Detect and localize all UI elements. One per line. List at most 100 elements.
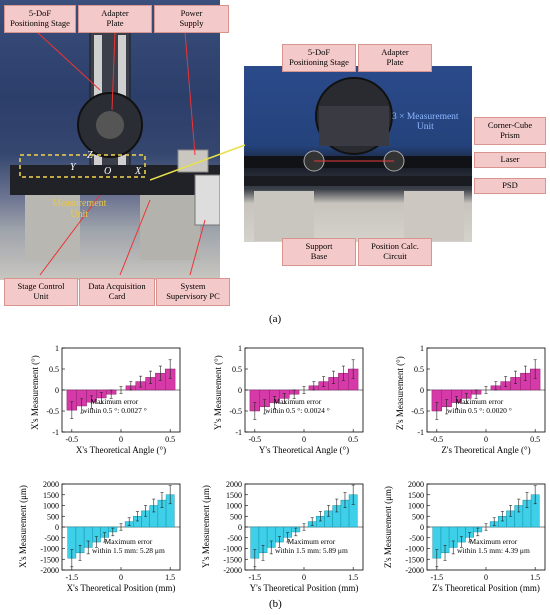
y-tick-label: 1000 xyxy=(408,502,424,511)
label-power-supply: Power Supply xyxy=(154,5,229,33)
y-tick-label: -0.5 xyxy=(411,407,424,416)
y-tick-label: -500 xyxy=(409,534,424,543)
y-tick-label: 0 xyxy=(55,386,59,395)
axis-label-x: X xyxy=(135,166,142,177)
x-tick-label: 0 xyxy=(119,573,123,582)
label-zoom-adapter-plate: Adapter Plate xyxy=(358,44,432,72)
chart-6: -2000 -1500 -1000 -500 0 500 1000 1500 2000 -1.5 0… xyxy=(405,480,546,582)
y-tick-label: -0.5 xyxy=(229,407,242,416)
x-tick-label: -1.5 xyxy=(248,573,261,582)
y-tick-label: 1 xyxy=(55,344,59,353)
x-tick-label: -0.5 xyxy=(248,435,261,444)
y-tick-label: 0 xyxy=(238,386,242,395)
y-tick-label: 2000 xyxy=(226,480,242,489)
y-tick-label: -1000 xyxy=(40,545,59,554)
y-tick-label: 0 xyxy=(420,523,424,532)
y-tick-label: 0.5 xyxy=(232,365,242,374)
axis-label-y: Y xyxy=(70,162,76,173)
x-axis-label: Z's Theoretical Position (mm) xyxy=(432,583,540,593)
y-tick-label: 1 xyxy=(238,344,242,353)
x-axis-label: X's Theoretical Position (mm) xyxy=(66,583,176,593)
x-tick-label: 0 xyxy=(484,573,488,582)
label-measurement-unit: Measurement Unit xyxy=(52,198,107,220)
y-tick-label: 0.5 xyxy=(49,365,59,374)
y-tick-label: -1000 xyxy=(223,545,242,554)
label-positioning-stage: 5-DoF Positioning Stage xyxy=(4,5,76,33)
y-axis-label: X's Measurement (°) xyxy=(30,355,40,430)
y-axis-label: Z's Measurement (μm) xyxy=(383,486,393,568)
y-tick-label: 2000 xyxy=(408,480,424,489)
y-tick-label: 0 xyxy=(55,523,59,532)
y-axis-label: Z's Measurement (°) xyxy=(395,356,405,430)
y-axis-label: Y's Measurement (°) xyxy=(213,355,223,430)
y-axis-label: X's Measurement (μm) xyxy=(18,485,28,568)
y-tick-label: 1 xyxy=(420,344,424,353)
x-axis-label: X's Theoretical Angle (°) xyxy=(75,445,167,455)
chart-4: -2000 -1500 -1000 -500 0 500 1000 1500 2000 -1.5 0… xyxy=(40,480,181,582)
label-psd: PSD xyxy=(474,178,546,194)
label-zoom-positioning-stage: 5-DoF Positioning Stage xyxy=(282,44,356,72)
max-error-annotation: Maximum error within 0.5 °: 0.0027 ° xyxy=(82,396,147,415)
chart-svg: -1 -0.5 0 0.5 1 -0.5 0 0.5 xyxy=(46,344,181,444)
y-tick-label: -1 xyxy=(235,428,242,437)
y-tick-label: -1500 xyxy=(405,555,424,564)
max-error-annotation: Maximum error within 0.5 °: 0.0024 ° xyxy=(265,396,330,415)
x-tick-label: 1.5 xyxy=(530,573,540,582)
y-tick-label: -2000 xyxy=(405,566,424,575)
y-tick-label: -2000 xyxy=(223,566,242,575)
y-tick-label: 1500 xyxy=(43,491,59,500)
x-tick-label: 0 xyxy=(302,573,306,582)
label-corner-cube-prism: Corner-Cube Prism xyxy=(474,117,546,145)
y-tick-label: 500 xyxy=(412,512,424,521)
caption-b: (b) xyxy=(269,598,282,610)
y-tick-label: -1500 xyxy=(223,555,242,564)
chart-2: -1 -0.5 0 0.5 1 -0.5 0 0.5 xyxy=(229,344,364,444)
x-tick-label: -1.5 xyxy=(65,573,78,582)
max-error-annotation: Maximum error within 1.5 mm: 5.89 μm xyxy=(275,537,348,556)
y-tick-label: -1 xyxy=(52,428,59,437)
y-axis-label: Y's Measurement (μm) xyxy=(201,485,211,568)
zoom-connector xyxy=(150,144,246,181)
chart-svg: -1 -0.5 0 0.5 1 -0.5 0 0.5 xyxy=(229,344,364,444)
x-tick-label: -0.5 xyxy=(65,435,78,444)
x-tick-label: -0.5 xyxy=(430,435,443,444)
label-system-supervisory-pc: System Supervisory PC xyxy=(156,278,230,306)
max-error-annotation: Maximum error within 1.5 mm: 4.39 μm xyxy=(457,537,530,556)
x-tick-label: 0.5 xyxy=(530,435,540,444)
y-tick-label: -1 xyxy=(417,428,424,437)
label-stage-control-unit: Stage Control Unit xyxy=(4,278,78,306)
chart-1: -1 -0.5 0 0.5 1 -0.5 0 0.5 xyxy=(46,344,181,444)
chart-3: -1 -0.5 0 0.5 1 -0.5 0 0.5 xyxy=(411,344,546,444)
y-tick-label: -0.5 xyxy=(46,407,59,416)
max-error-annotation: Maximum error within 0.5 °: 0.0020 ° xyxy=(447,396,512,415)
y-tick-label: -2000 xyxy=(40,566,59,575)
measurement-unit-closeup-photo xyxy=(244,66,472,242)
label-support-base: Support Base xyxy=(282,238,356,266)
y-tick-label: 0 xyxy=(420,386,424,395)
label-data-acquisition-card: Data Acquisition Card xyxy=(79,278,155,306)
chart-svg: -1 -0.5 0 0.5 1 -0.5 0 0.5 xyxy=(411,344,546,444)
caption-a: (a) xyxy=(269,313,282,325)
y-tick-label: 0 xyxy=(238,523,242,532)
y-tick-label: 0.5 xyxy=(414,365,424,374)
label-measurement-unit-3x: 3 × Measurement Unit xyxy=(392,112,459,132)
axis-label-o: O xyxy=(104,166,112,177)
axis-label-z: Z xyxy=(87,150,93,161)
y-tick-label: -1000 xyxy=(405,545,424,554)
x-axis-label: Z's Theoretical Angle (°) xyxy=(441,445,531,455)
x-axis-label: Y's Theoretical Position (mm) xyxy=(249,583,359,593)
label-adapter-plate: Adapter Plate xyxy=(78,5,152,33)
x-tick-label: 0 xyxy=(119,435,123,444)
x-tick-label: 0 xyxy=(484,435,488,444)
y-tick-label: 1000 xyxy=(43,502,59,511)
max-error-annotation: Maximum error within 1.5 mm: 5.28 μm xyxy=(92,537,165,556)
y-tick-label: 500 xyxy=(47,512,59,521)
y-tick-label: 1500 xyxy=(408,491,424,500)
y-tick-label: 1000 xyxy=(226,502,242,511)
x-tick-label: 1.5 xyxy=(165,573,175,582)
y-tick-label: -500 xyxy=(44,534,59,543)
x-axis-label: Y's Theoretical Angle (°) xyxy=(258,445,350,455)
